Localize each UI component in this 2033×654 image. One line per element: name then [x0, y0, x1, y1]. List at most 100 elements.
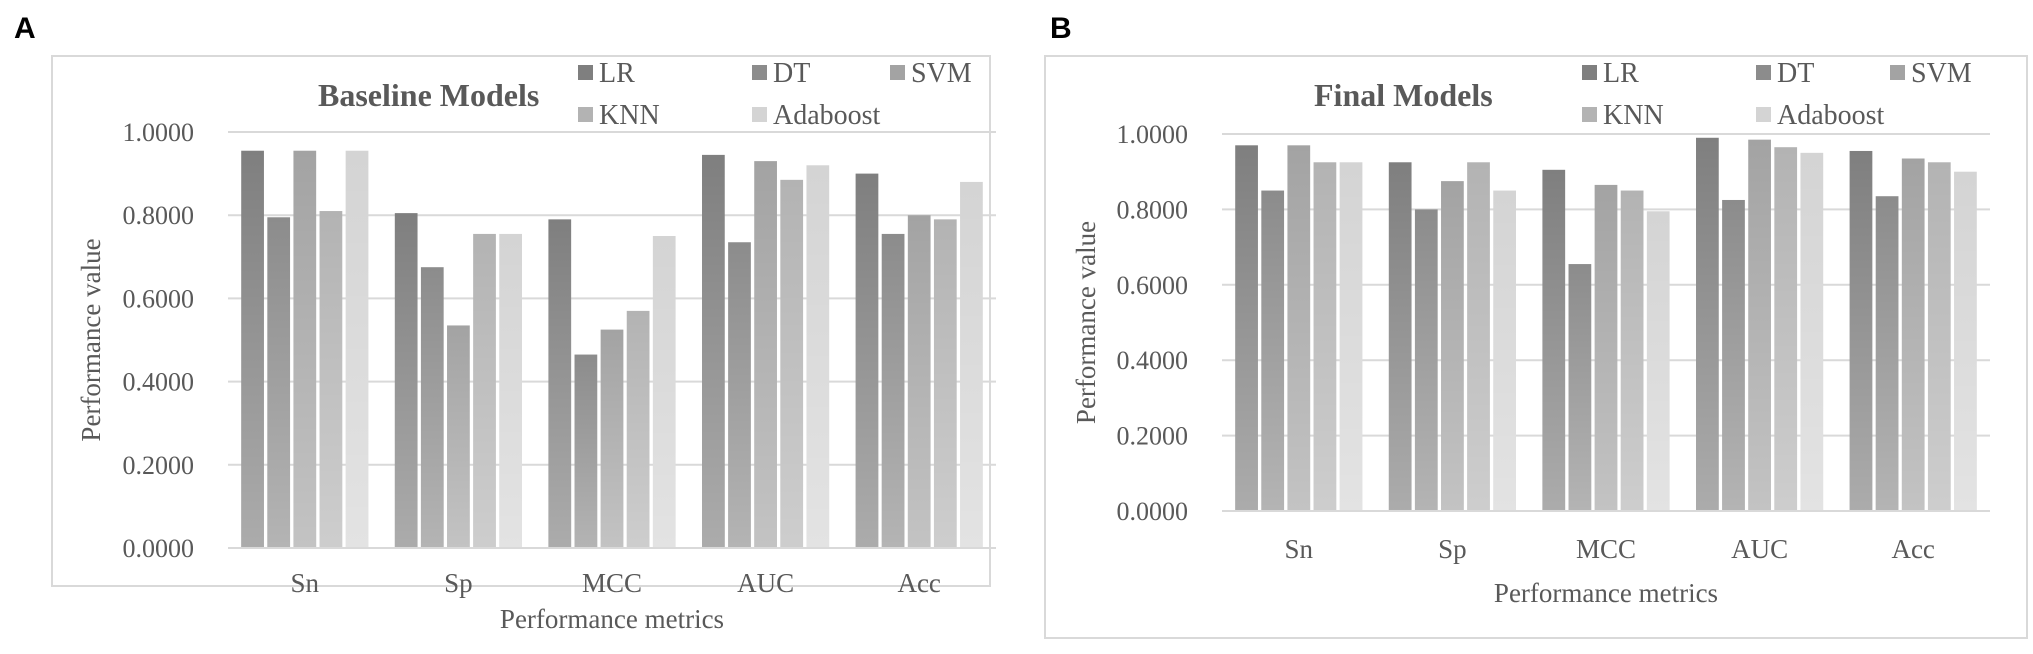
- y-tick-label: 0.2000: [123, 451, 195, 480]
- y-tick-label: 0.6000: [123, 284, 195, 313]
- bar-shade: [1414, 209, 1438, 511]
- y-axis-title: Performance value: [1071, 221, 1101, 424]
- bar-shade: [907, 215, 931, 548]
- bar-shade: [574, 354, 598, 548]
- chart-title: Final Models: [1314, 77, 1493, 113]
- bar-shade: [754, 161, 777, 548]
- y-tick-label: 1.0000: [1117, 120, 1189, 149]
- x-axis-title: Performance metrics: [500, 604, 724, 634]
- bar-shade: [1901, 158, 1925, 511]
- x-category-label: Sn: [291, 568, 320, 598]
- bar-shade: [420, 267, 444, 548]
- y-tick-label: 0.0000: [123, 534, 195, 563]
- x-category-label: Acc: [897, 568, 940, 598]
- bar-shade: [1927, 162, 1951, 511]
- bar-shade: [1441, 181, 1464, 511]
- y-tick-label: 0.2000: [1117, 422, 1189, 451]
- bar-shade: [960, 181, 983, 549]
- legend-swatch-dt: [1756, 65, 1771, 80]
- x-category-label: MCC: [1576, 534, 1636, 564]
- bar-shade: [345, 150, 369, 548]
- bar-shade: [626, 310, 650, 548]
- x-category-label: Acc: [1891, 534, 1934, 564]
- legend-swatch-dt: [752, 65, 767, 80]
- chart-panel-a: 0.0000 0.2000 0.4000 0.6000 0.8000 1.0000 Sn Sp…: [51, 55, 996, 634]
- legend-swatch-svm: [1890, 65, 1905, 80]
- x-category-label: AUC: [737, 568, 794, 598]
- x-category-label: AUC: [1731, 534, 1788, 564]
- bar-shade: [1849, 150, 1873, 511]
- y-axis-title: Performance value: [76, 238, 106, 441]
- bar-shade: [881, 233, 905, 549]
- bar-shade: [1388, 162, 1412, 511]
- bar-shade: [1954, 171, 1977, 511]
- bar-shade: [1696, 137, 1719, 511]
- bar-shade: [447, 325, 470, 548]
- bar-shade: [1800, 152, 1824, 511]
- x-category-label: Sp: [444, 568, 473, 598]
- legend-swatch-lr: [578, 65, 593, 80]
- x-category-label: Sn: [1285, 534, 1314, 564]
- chart-title: Baseline Models: [318, 77, 539, 113]
- bar-shade: [1620, 190, 1644, 512]
- bar-shade: [1722, 199, 1745, 511]
- legend-swatch-knn: [1582, 107, 1597, 122]
- bar-shade: [241, 150, 264, 548]
- bar-shade: [1594, 184, 1618, 511]
- legend-label-lr: LR: [1603, 58, 1639, 89]
- bar-shade: [780, 179, 804, 548]
- y-tick-label: 1.0000: [123, 118, 195, 147]
- legend-label-adaboost: Adaboost: [773, 100, 881, 131]
- legend-label-adaboost: Adaboost: [1777, 100, 1885, 131]
- legend-label-knn: KNN: [1603, 100, 1664, 131]
- y-tick-label: 0.8000: [1117, 195, 1189, 224]
- bar-shade: [806, 165, 830, 548]
- legend-label-svm: SVM: [911, 58, 972, 89]
- bar-shade: [1339, 162, 1363, 511]
- bar-shade: [652, 236, 676, 548]
- panel-a-label: A: [14, 12, 36, 45]
- bar-shade: [293, 150, 317, 548]
- y-tick-label: 0.0000: [1117, 497, 1189, 526]
- legend-label-svm: SVM: [1911, 58, 1972, 89]
- bar-shade: [1774, 147, 1798, 511]
- legend-label-lr: LR: [599, 58, 635, 89]
- chart-panel-b: 0.0000 0.2000 0.4000 0.6000 0.8000 1.0000 Sn Sp…: [1044, 55, 2028, 639]
- x-category-label: Sp: [1438, 534, 1467, 564]
- bar-shade: [1568, 264, 1592, 511]
- legend-swatch-adaboost: [752, 107, 767, 122]
- bar-shade: [1467, 162, 1490, 511]
- bar-shade: [855, 173, 879, 548]
- legend-swatch-knn: [578, 107, 593, 122]
- legend-label-knn: KNN: [599, 100, 660, 131]
- y-tick-label: 0.8000: [123, 201, 195, 230]
- bar-shade: [1875, 196, 1899, 511]
- y-tick-label: 0.6000: [1117, 271, 1189, 300]
- bar-shade: [473, 233, 496, 549]
- panel-b-label: B: [1050, 12, 1072, 45]
- legend-swatch-adaboost: [1756, 107, 1771, 122]
- bar-shade: [1542, 169, 1566, 511]
- bar-shade: [1287, 145, 1311, 511]
- bar-shade: [548, 219, 572, 549]
- bar-shade: [1313, 162, 1337, 511]
- legend-swatch-lr: [1582, 65, 1597, 80]
- bar-shade: [1261, 190, 1285, 512]
- bar-shade: [702, 154, 725, 548]
- bar-shade: [319, 211, 343, 549]
- bar-shade: [1748, 139, 1771, 511]
- y-tick-label: 0.4000: [1117, 346, 1189, 375]
- x-axis-title: Performance metrics: [1494, 578, 1718, 608]
- legend-swatch-svm: [890, 65, 905, 80]
- bar-shade: [600, 329, 624, 548]
- y-tick-label: 0.4000: [123, 368, 195, 397]
- bar-shade: [1235, 145, 1258, 511]
- x-category-label: MCC: [582, 568, 642, 598]
- bar-shade: [267, 217, 291, 548]
- legend-label-dt: DT: [1777, 58, 1814, 89]
- legend-label-dt: DT: [773, 58, 810, 89]
- bar-shade: [499, 233, 522, 549]
- bar-shade: [728, 242, 751, 549]
- bar-shade: [933, 219, 957, 549]
